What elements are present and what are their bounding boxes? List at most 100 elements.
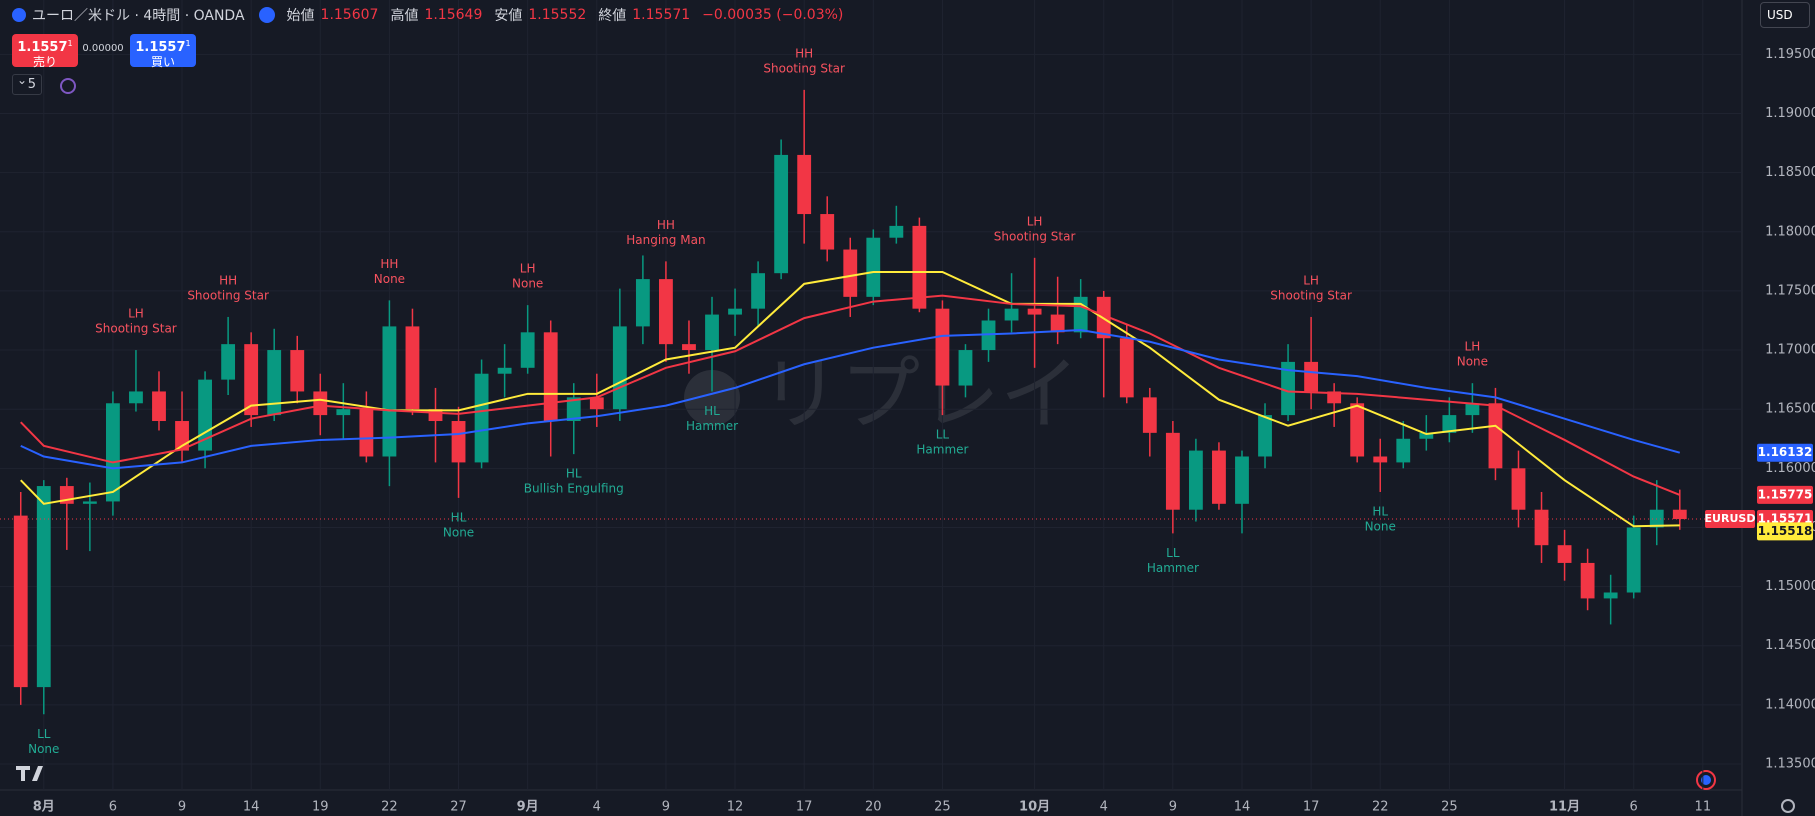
candle-body: [1534, 509, 1549, 546]
pattern-annotation: LH: [1303, 273, 1319, 287]
sell-button[interactable]: 1.15571 売り: [12, 34, 78, 69]
ohlc-label: 始値: [286, 8, 315, 24]
candle-body: [1027, 308, 1042, 315]
candle-body: [797, 154, 812, 215]
candle-body: [1511, 468, 1526, 510]
candle-body: [635, 279, 650, 327]
moving-average-line: [20, 328, 1681, 470]
watermark-icon: [684, 370, 740, 426]
replay-icon[interactable]: [258, 7, 275, 23]
alert-icon[interactable]: [1696, 770, 1716, 790]
candle-body: [1396, 438, 1411, 463]
candle-body: [1442, 415, 1457, 433]
pattern-annotation: HH: [380, 257, 398, 271]
symbol-title[interactable]: ユーロ／米ドル · 4時間 · OANDA: [32, 8, 245, 24]
candle-body: [152, 391, 166, 422]
candle-body: [1073, 296, 1088, 333]
candle-body: [1626, 527, 1641, 593]
pattern-annotation: None: [1365, 519, 1396, 533]
ohlc-value: 1.15552: [528, 7, 587, 23]
candle-body: [1488, 403, 1503, 469]
candle-body: [336, 409, 351, 416]
x-tick-label: 25: [1441, 800, 1458, 815]
moving-average-line: [20, 271, 1680, 528]
pattern-annotation: Hammer: [686, 419, 738, 433]
candle-body: [728, 308, 742, 315]
ohlc-value: 1.15571: [632, 7, 691, 23]
y-tick-label: 1.19000: [1765, 106, 1815, 121]
candle-body: [1419, 432, 1434, 439]
buy-price: 1.1557: [135, 40, 186, 55]
moving-average-line: [20, 294, 1681, 496]
candle-body: [290, 350, 305, 392]
candle-body: [36, 486, 51, 688]
candle-body: [843, 249, 858, 297]
pattern-annotation: LL: [1166, 546, 1180, 560]
candle-body: [612, 326, 627, 410]
x-tick-label: 6: [1630, 800, 1638, 815]
pattern-annotation: LH: [520, 262, 536, 276]
watermark-text: リプレイ: [760, 348, 1080, 441]
candle-body: [1212, 450, 1226, 504]
candle-body: [866, 237, 881, 297]
pattern-annotation: LL: [37, 727, 51, 741]
sell-pip: 1: [67, 39, 73, 48]
candle-body: [705, 314, 719, 351]
candle-body: [1258, 415, 1272, 457]
ohlc-value: 1.15649: [424, 7, 483, 23]
pattern-annotation: None: [512, 277, 543, 291]
pattern-annotation: HL: [451, 510, 467, 524]
y-tick-label: 1.17500: [1765, 283, 1815, 298]
y-tick-label: 1.13500: [1765, 756, 1815, 771]
pattern-annotation: Hanging Man: [626, 233, 705, 247]
candle-body: [958, 350, 973, 386]
candle-body: [474, 373, 489, 463]
ohlc-label: 高値: [390, 8, 419, 24]
candle-body: [267, 350, 282, 416]
pattern-annotation: None: [374, 272, 405, 286]
candle-body: [129, 391, 143, 404]
pattern-annotation: Shooting Star: [1270, 288, 1352, 302]
y-tick-label: 1.14000: [1765, 697, 1815, 712]
candle-body: [1580, 562, 1595, 599]
candle-body: [520, 332, 535, 368]
candle-body: [1557, 545, 1572, 563]
y-tick-label: 1.16000: [1765, 461, 1815, 476]
x-tick-label: 20: [865, 800, 882, 815]
candle-body: [382, 326, 397, 457]
candle-body: [935, 308, 950, 386]
x-tick-label: 10月: [1019, 800, 1050, 815]
alert-icon-core: [1701, 775, 1711, 785]
ohlc-label: 安値: [494, 8, 523, 24]
pattern-annotation: Shooting Star: [187, 288, 269, 302]
x-tick-label: 12: [727, 800, 744, 815]
x-tick-label: 4: [1100, 800, 1108, 815]
symbol-icon: [12, 8, 26, 22]
buy-button[interactable]: 1.15571 買い: [130, 34, 196, 69]
x-tick-label: 9: [662, 800, 670, 815]
symbol-header: ユーロ／米ドル · 4時間 · OANDA 始値 1.15607 高値 1.1564…: [12, 5, 843, 25]
pattern-annotation: LH: [1027, 214, 1043, 228]
candle-body: [313, 391, 328, 416]
candle-body: [1350, 403, 1365, 457]
buy-pip: 1: [185, 39, 191, 48]
interval-dropdown[interactable]: 5: [12, 71, 42, 95]
loading-icon: [60, 78, 76, 94]
pattern-annotation: LH: [128, 307, 144, 321]
x-tick-label: 11月: [1549, 800, 1580, 815]
currency-button[interactable]: USD: [1760, 2, 1810, 28]
x-tick-label: 11: [1695, 800, 1712, 815]
settings-icon[interactable]: [1781, 799, 1795, 813]
x-tick-label: 17: [796, 800, 813, 815]
pattern-annotation: Hammer: [1147, 561, 1199, 575]
candle-body: [428, 409, 443, 422]
y-tick-label: 1.16500: [1765, 402, 1815, 417]
x-tick-label: 27: [450, 800, 467, 815]
x-tick-label: 4: [593, 800, 601, 815]
price-tag-label: 1.15775: [1758, 487, 1813, 501]
x-tick-label: 14: [243, 800, 260, 815]
candle-body: [659, 279, 673, 345]
y-tick-label: 1.17000: [1765, 343, 1815, 358]
candle-body: [1142, 397, 1157, 433]
